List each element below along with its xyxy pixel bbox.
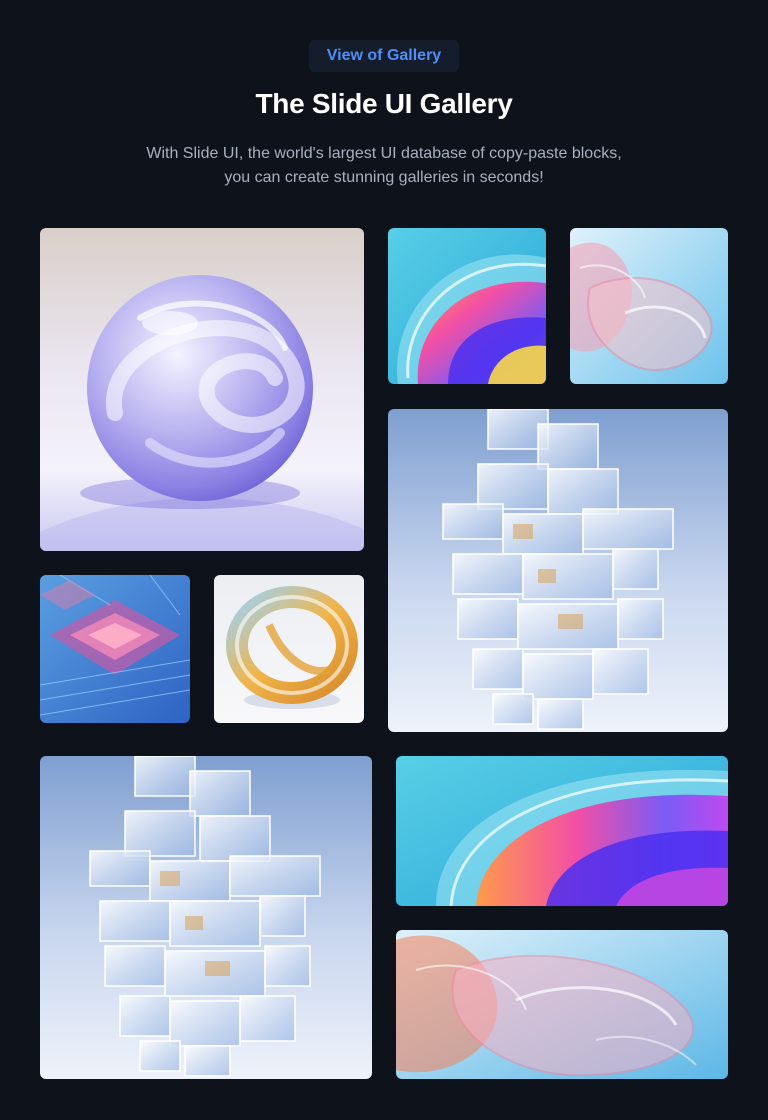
iridescent-wave-image[interactable] bbox=[388, 228, 546, 384]
subtitle-line-2: you can create stunning galleries in sec… bbox=[224, 169, 544, 186]
glass-sheets-image[interactable] bbox=[570, 228, 728, 384]
glass-cube-tower-image[interactable] bbox=[388, 409, 728, 732]
glass-ring-graphic bbox=[214, 575, 364, 723]
glass-sheets-wide-graphic bbox=[396, 930, 728, 1079]
glass-ring-image[interactable] bbox=[214, 575, 364, 723]
glass-cube-tower-large-image[interactable] bbox=[40, 756, 372, 1079]
page-title: The Slide UI Gallery bbox=[255, 88, 513, 119]
glass-cube-tower-graphic bbox=[388, 409, 728, 732]
circuit-chip-image[interactable] bbox=[40, 575, 190, 723]
page-subtitle: With Slide UI, the world's largest UI da… bbox=[104, 142, 664, 190]
circuit-chip-graphic bbox=[40, 575, 190, 723]
view-gallery-badge[interactable]: View of Gallery bbox=[309, 40, 459, 72]
iridescent-wave-graphic bbox=[388, 228, 546, 384]
glass-sphere-image[interactable] bbox=[40, 228, 364, 551]
glass-sphere-graphic bbox=[40, 228, 364, 551]
iridescent-wave-wide-graphic bbox=[396, 756, 728, 906]
glass-sheets-wide-image[interactable] bbox=[396, 930, 728, 1079]
subtitle-line-1: With Slide UI, the world's largest UI da… bbox=[146, 145, 622, 162]
glass-sheets-graphic bbox=[570, 228, 728, 384]
glass-cube-tower-large-graphic bbox=[40, 756, 372, 1079]
iridescent-wave-wide-image[interactable] bbox=[396, 756, 728, 906]
